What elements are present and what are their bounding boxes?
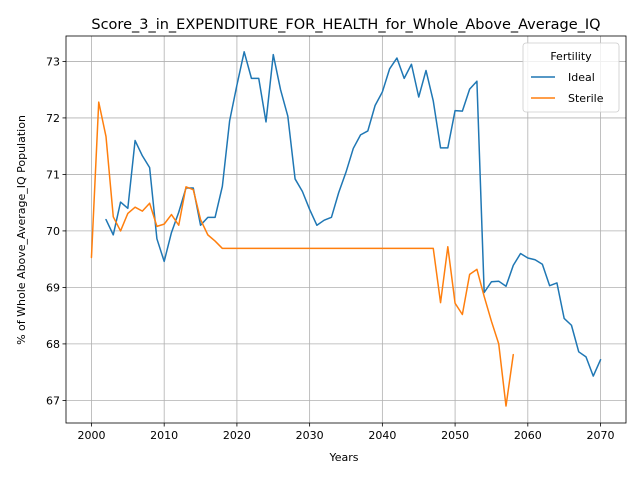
y-axis-ticks: 67 68 69 70 71 72 73 xyxy=(46,55,66,407)
x-tick-label: 2060 xyxy=(514,429,542,442)
x-tick-label: 2020 xyxy=(223,429,251,442)
plot-frame xyxy=(65,35,627,424)
y-tick-label: 71 xyxy=(46,168,60,181)
chart-title: Score_3_in_EXPENDITURE_FOR_HEALTH_for_Wh… xyxy=(91,17,600,33)
y-tick-label: 69 xyxy=(46,281,60,294)
x-tick-label: 2050 xyxy=(441,429,469,442)
x-tick-label: 2030 xyxy=(296,429,324,442)
series-line-sterile xyxy=(90,101,515,407)
legend-label-sterile: Sterile xyxy=(568,92,604,105)
legend-label-ideal: Ideal xyxy=(568,71,595,84)
y-tick-label: 73 xyxy=(46,55,60,68)
x-axis-ticks: 2000 2010 2020 2030 2040 2050 2060 2070 xyxy=(77,423,615,442)
y-tick-label: 70 xyxy=(46,225,60,238)
x-tick-label: 2000 xyxy=(77,429,105,442)
legend: Fertility Ideal Sterile xyxy=(522,42,620,113)
x-tick-label: 2040 xyxy=(368,429,396,442)
x-axis-label: Years xyxy=(328,451,358,464)
series-lines xyxy=(90,51,602,407)
legend-title: Fertility xyxy=(550,50,592,63)
x-tick-label: 2070 xyxy=(587,429,615,442)
y-tick-label: 72 xyxy=(46,112,60,125)
x-tick-label: 2010 xyxy=(150,429,178,442)
y-tick-label: 68 xyxy=(46,338,60,351)
y-axis-label: % of Whole Above_Average_IQ Population xyxy=(15,115,28,345)
y-tick-label: 67 xyxy=(46,394,60,407)
legend-box xyxy=(522,42,620,113)
